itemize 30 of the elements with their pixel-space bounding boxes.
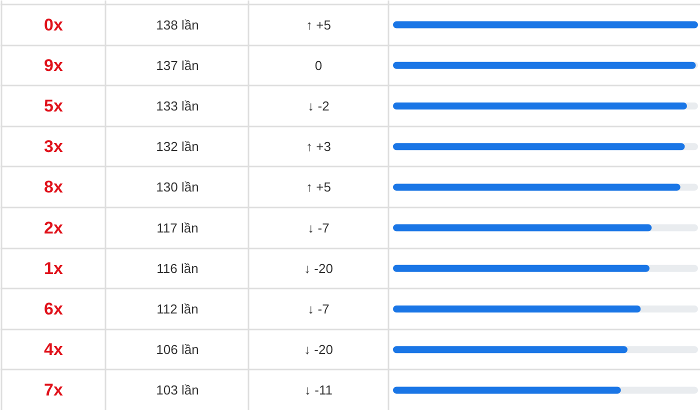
text: ↑ +5 — [306, 17, 331, 32]
text: ↓ -7 — [308, 220, 330, 236]
data-label: 137 lần — [156, 58, 199, 73]
y-tick-label: 4x — [44, 340, 64, 360]
data-label: 130 lần — [156, 180, 199, 195]
y-tick-label: 9x — [44, 56, 64, 75]
text: ↑ +5 — [306, 180, 331, 195]
data-label: 106 lần — [156, 342, 199, 358]
text: ↓ -7 — [308, 302, 330, 316]
text: ↑ +3 — [306, 139, 331, 154]
y-tick-label: 3x — [44, 137, 64, 156]
data-label: 117 lần — [156, 220, 198, 236]
text: ↓ -2 — [308, 98, 330, 114]
text: ↓ -11 — [304, 382, 332, 398]
data-label: 112 lần — [156, 302, 198, 316]
text: ↓ -20 — [304, 342, 333, 358]
data-label: 116 lần — [156, 260, 198, 276]
y-tick-label: 6x — [44, 300, 64, 318]
y-tick-label: 0x — [44, 15, 64, 34]
data-label: 133 lần — [156, 98, 199, 114]
y-tick-label: 1x — [44, 258, 64, 278]
data-label: 138 lần — [156, 17, 199, 32]
data-label: 132 lần — [156, 139, 199, 154]
y-tick-label: 2x — [44, 218, 64, 238]
data-label: 103 lần — [156, 382, 199, 398]
y-tick-label: 8x — [44, 178, 64, 197]
text: 0 — [314, 58, 322, 73]
y-tick-label: 7x — [44, 380, 64, 400]
text: ↓ -20 — [304, 260, 333, 276]
y-tick-label: 5x — [44, 96, 64, 116]
